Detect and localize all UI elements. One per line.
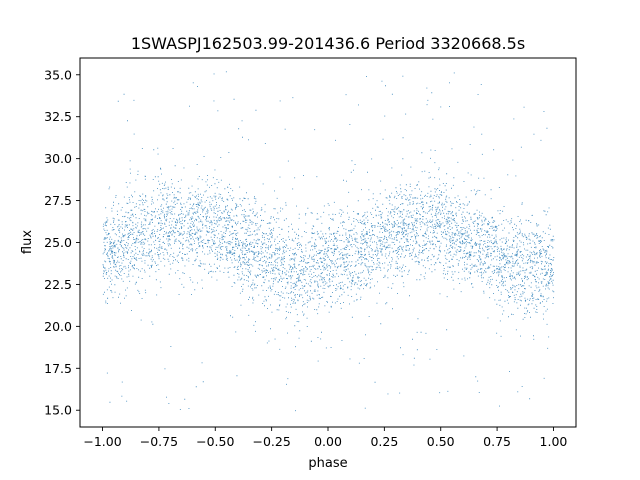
y-tick-label: 35.0: [44, 67, 72, 82]
x-axis-label: phase: [308, 456, 347, 471]
y-tick-label: 22.5: [44, 277, 72, 292]
x-tick-label: −0.50: [196, 434, 234, 449]
y-tick-label: 32.5: [44, 109, 72, 124]
y-tick-label: 20.0: [44, 319, 72, 334]
y-tick-label: 17.5: [44, 361, 72, 376]
x-tick-label: 0.25: [370, 434, 398, 449]
y-axis-label: flux: [20, 230, 35, 254]
data-points: [102, 71, 555, 412]
x-tick-label: −0.25: [252, 434, 290, 449]
x-tick-label: 0.00: [314, 434, 342, 449]
x-tick-label: −0.75: [140, 434, 178, 449]
x-tick-label: −1.00: [83, 434, 121, 449]
y-tick-label: 25.0: [44, 235, 72, 250]
flux-points: [102, 71, 555, 412]
x-axis-ticks: −1.00 −0.75 −0.50 −0.25 0.00 0.25 0.50 0.75 1.00: [83, 427, 567, 449]
chart-title: 1SWASPJ162503.99-201436.6 Period 3320668…: [131, 34, 525, 53]
x-tick-label: 1.00: [540, 434, 568, 449]
y-axis-ticks: 15.0 17.5 20.0 22.5 25.0 27.5 30.0 32.5 35.0: [44, 67, 80, 418]
y-tick-label: 30.0: [44, 151, 72, 166]
x-tick-label: 0.50: [427, 434, 455, 449]
y-tick-label: 15.0: [44, 403, 72, 418]
y-tick-label: 27.5: [44, 193, 72, 208]
x-tick-label: 0.75: [483, 434, 511, 449]
